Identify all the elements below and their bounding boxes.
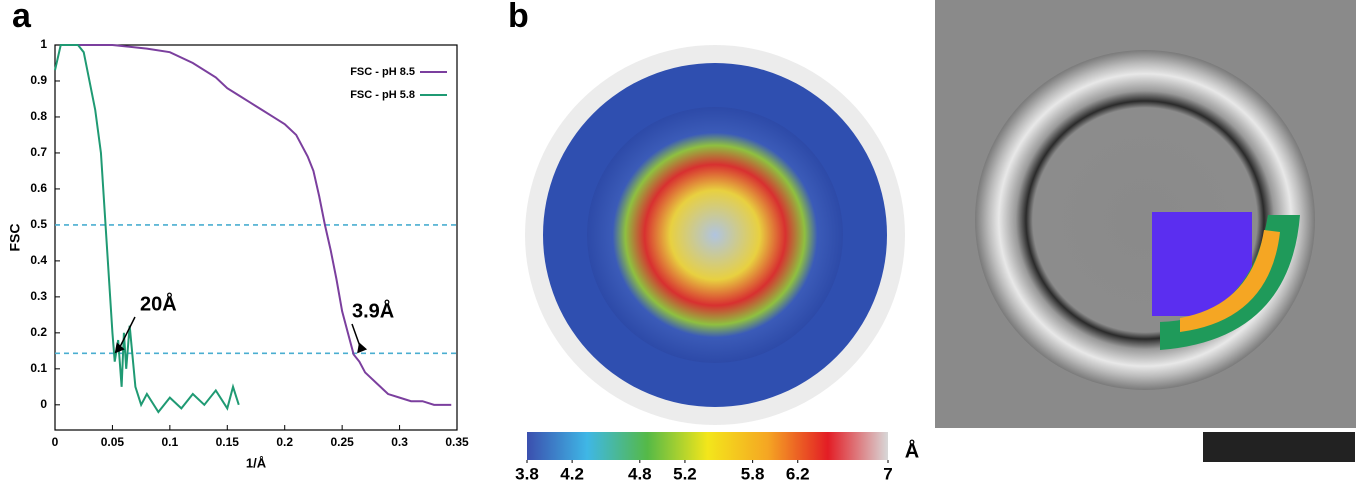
y-tick-label: 1 [40, 37, 47, 51]
x-tick-label: 0.05 [101, 435, 125, 449]
figure: a b c 00.10.20.30.40.50.60.70.80.9100.05… [0, 0, 1356, 486]
y-tick-label: 0.3 [30, 289, 47, 303]
x-tick-label: 0 [52, 435, 59, 449]
colorbar [527, 432, 888, 460]
y-tick-label: 0.4 [30, 253, 47, 267]
y-tick-label: 0.9 [30, 73, 47, 87]
em-image [935, 0, 1356, 462]
annotation: 3.9Å [352, 298, 394, 322]
colorbar-tick-label: 4.2 [560, 464, 584, 483]
y-tick-label: 0.1 [30, 361, 47, 375]
legend-label: FSC - pH 5.8 [350, 89, 415, 101]
panel-label: a [12, 0, 32, 35]
colorbar-tick-label: 7 [883, 464, 892, 483]
y-tick-label: 0.2 [30, 325, 47, 339]
annotation: 20Å [140, 291, 177, 315]
colorbar-unit: Å [905, 438, 919, 462]
panel-label: b [508, 0, 529, 35]
y-tick-label: 0 [40, 397, 47, 411]
x-tick-label: 0.2 [276, 435, 293, 449]
colorbar-tick-label: 6.2 [786, 464, 810, 483]
y-tick-label: 0.8 [30, 109, 47, 123]
plot-frame [55, 45, 457, 430]
colorbar-tick-label: 5.2 [673, 464, 697, 483]
x-tick-label: 0.35 [445, 435, 469, 449]
x-tick-label: 0.3 [391, 435, 408, 449]
legend-label: FSC - pH 8.5 [350, 66, 415, 78]
x-axis-label: 1/Å [246, 455, 267, 470]
capsid-map [525, 45, 905, 425]
y-tick-label: 0.6 [30, 181, 47, 195]
colorbar-tick-label: 4.8 [628, 464, 652, 483]
x-tick-label: 0.1 [162, 435, 179, 449]
y-tick-label: 0.7 [30, 145, 47, 159]
x-tick-label: 0.15 [216, 435, 240, 449]
colorbar-tick-label: 5.8 [741, 464, 765, 483]
colorbar-tick-label: 3.8 [515, 464, 539, 483]
y-tick-label: 0.5 [30, 217, 47, 231]
x-tick-label: 0.25 [330, 435, 354, 449]
fsc-line [55, 45, 239, 412]
annotation-arrow [119, 317, 135, 349]
y-axis-label: FSC [7, 224, 23, 252]
